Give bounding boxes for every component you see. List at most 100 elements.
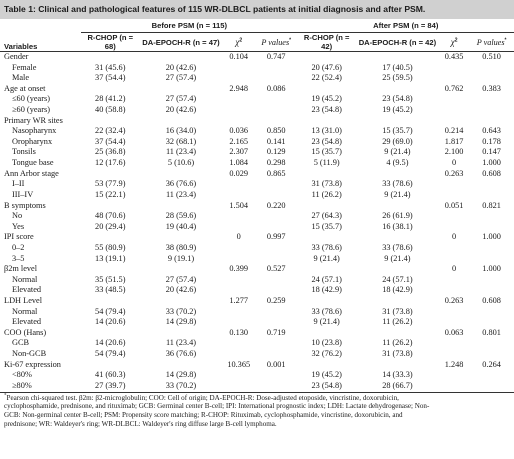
header-chi-before: χ2 — [222, 32, 255, 52]
cell-chi-after — [439, 285, 469, 296]
cell-da-before — [139, 201, 222, 212]
chi-superscript: 2 — [239, 37, 243, 44]
cell-da-after: 9 (21.4) — [384, 189, 411, 199]
table-row-category: LDH Level 1.277 0.259 0.263 0.608 — [0, 296, 514, 307]
cell-rchop-after: 19 (45.2) — [311, 94, 342, 104]
table-header: Variables Before PSM (n = 115) After PSM… — [0, 19, 514, 52]
cell-p-before: 0.001 — [266, 359, 286, 369]
cell-da-after: 17 (40.5) — [382, 62, 413, 72]
cell-p-before: 0.298 — [266, 158, 286, 168]
cell-rchop-before: 41 (60.3) — [95, 370, 126, 380]
table-row: III–IV 15 (22.1) 11 (23.4) 11 (26.2) 9 (21.4… — [0, 190, 514, 201]
table-row: No 48 (70.6) 28 (59.6) 27 (64.3) 26 (61.9) — [0, 211, 514, 222]
cell-p-before — [255, 94, 298, 105]
cell-p-before — [255, 63, 298, 74]
cell-chi-before — [223, 317, 255, 328]
cell-da-before: 9 (19.1) — [167, 253, 195, 263]
table-row: GCB 14 (20.6) 11 (23.4) 10 (23.8) 11 (26.2) — [0, 338, 514, 349]
cell-rchop-before — [81, 116, 139, 127]
cell-chi-after: 0.063 — [444, 327, 464, 337]
cell-rchop-after — [298, 328, 356, 339]
table-row: Female 31 (45.6) 20 (42.6) 20 (47.6) 17 (40.… — [0, 63, 514, 74]
cell-rchop-before: 31 (45.6) — [95, 62, 126, 72]
row-label: Female — [12, 62, 37, 72]
cell-chi-before: 0.399 — [229, 264, 249, 274]
row-label: Tongue base — [12, 158, 54, 168]
cell-p-after: 1.000 — [482, 264, 501, 274]
cell-da-after — [356, 296, 439, 307]
cell-da-after — [356, 52, 439, 63]
cell-chi-after — [439, 317, 469, 328]
cell-p-before — [255, 349, 298, 360]
cell-da-after: 18 (42.9) — [382, 285, 413, 295]
cell-rchop-after: 31 (73.8) — [311, 179, 342, 189]
cell-da-before — [139, 264, 222, 275]
cell-p-after: 1.000 — [482, 232, 501, 242]
cell-chi-after — [439, 222, 469, 233]
cell-p-after: 0.801 — [482, 327, 501, 337]
cell-p-before: 0.747 — [266, 52, 286, 61]
row-label: IPI score — [4, 232, 34, 242]
cell-chi-after — [439, 254, 469, 265]
cell-p-after: 0.147 — [482, 147, 501, 157]
header-chi-after: χ2 — [439, 32, 470, 52]
chi-symbol: χ — [235, 37, 240, 47]
cell-rchop-before: 25 (36.8) — [95, 147, 126, 157]
cell-rchop-before: 48 (70.6) — [95, 211, 126, 221]
cell-da-after — [356, 169, 439, 180]
cell-da-after: 26 (61.9) — [382, 211, 413, 221]
cell-chi-before: 2.165 — [229, 136, 249, 146]
table-row: ≥60 (years) 40 (58.8) 20 (42.6) 23 (54.8) 19… — [0, 105, 514, 116]
row-label: Male — [12, 73, 30, 83]
cell-rchop-before: 54 (79.4) — [95, 349, 126, 359]
cell-rchop-before — [81, 328, 139, 339]
cell-p-before — [255, 179, 298, 190]
table-row: 0–2 55 (80.9) 38 (80.9) 33 (78.6) 33 (78.6) — [0, 243, 514, 254]
cell-da-after: 31 (73.8) — [382, 306, 413, 316]
cell-chi-before: 2.307 — [229, 147, 249, 157]
row-label: GCB — [12, 338, 30, 348]
cell-rchop-before: 40 (58.8) — [95, 105, 126, 115]
cell-da-before: 20 (42.6) — [165, 285, 197, 295]
cell-chi-before: 0 — [236, 232, 241, 242]
cell-chi-before — [223, 63, 255, 74]
footnote-line-4: prednisone; WR: Waldeyer's ring; WR-DLBC… — [4, 419, 277, 428]
cell-p-after — [469, 116, 514, 127]
cell-chi-after — [439, 380, 470, 393]
footnote-line-3: GCB: Non-germinal center B-cell; PSM: Pr… — [4, 411, 403, 420]
row-label: B symptoms — [4, 200, 46, 210]
cell-da-after: 9 (21.4) — [384, 253, 411, 263]
cell-p-after — [469, 370, 514, 381]
row-label: Tonsils — [12, 147, 36, 157]
row-label: ≥60 (years) — [12, 105, 50, 115]
table-row: Oropharynx 37 (54.4) 32 (68.1) 2.165 0.141 23… — [0, 137, 514, 148]
table-row: Elevated 14 (20.6) 14 (29.8) 9 (21.4) 11 (26… — [0, 317, 514, 328]
cell-da-after: 29 (69.0) — [382, 136, 413, 146]
table-body: Gender 0.104 0.747 0.435 0.510 Female 31 (45.6… — [0, 52, 514, 393]
cell-chi-after — [439, 370, 469, 381]
cell-rchop-after: 32 (76.2) — [311, 349, 342, 359]
cell-da-after: 14 (33.3) — [382, 370, 413, 380]
cell-da-before: 11 (23.4) — [165, 147, 197, 157]
cell-da-before: 38 (80.9) — [165, 242, 197, 252]
cell-rchop-before — [81, 201, 139, 212]
cell-p-before — [255, 105, 298, 116]
row-label: Primary WR sites — [4, 115, 63, 125]
cell-chi-after — [439, 275, 469, 286]
cell-p-before — [255, 317, 298, 328]
cell-da-after: 16 (38.1) — [382, 221, 413, 231]
table-row-category: Primary WR sites — [0, 116, 514, 127]
cell-rchop-before: 37 (54.4) — [95, 73, 126, 83]
cell-p-after — [469, 338, 514, 349]
table-row: Normal 54 (79.4) 33 (70.2) 33 (78.6) 31 (73.… — [0, 307, 514, 318]
cell-chi-after: 1.817 — [444, 136, 464, 146]
cell-p-after — [469, 63, 514, 74]
cell-da-before — [139, 169, 222, 180]
cell-chi-before — [223, 243, 255, 254]
cell-da-before: 36 (76.6) — [165, 179, 197, 189]
cell-da-before: 16 (34.0) — [165, 126, 197, 136]
cell-da-after — [356, 328, 439, 339]
cell-p-after — [469, 307, 514, 318]
cell-chi-before — [223, 179, 255, 190]
cell-chi-after: 0 — [452, 232, 457, 242]
